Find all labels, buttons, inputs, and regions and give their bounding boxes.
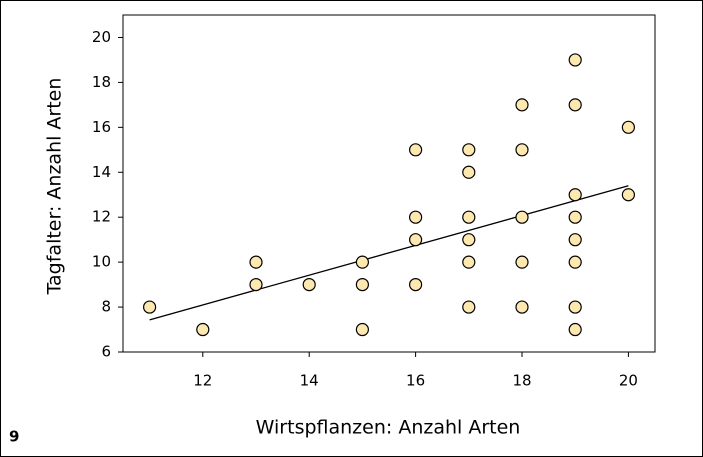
y-tick-label: 6 [101,343,111,361]
point [621,120,636,134]
x-tick-label: 14 [300,372,319,390]
point [515,143,529,157]
y-tick-label: 18 [92,73,111,91]
point [355,255,369,269]
point [515,300,529,314]
point [196,322,210,337]
point [462,300,476,314]
y-axis-label: Tagfalter: Anzahl Arten [44,78,66,296]
point [409,278,423,292]
point [249,255,263,269]
x-tick-label: 18 [512,372,531,390]
point [568,210,582,224]
y-tick-label: 20 [92,28,111,46]
point [515,98,529,112]
point [409,233,423,247]
point [621,188,636,202]
point [302,278,316,292]
plot-area [122,14,656,353]
trend-line [149,185,629,321]
point [462,165,476,179]
point [409,210,423,224]
panel-label: 9 [9,428,19,446]
point [568,188,582,202]
y-tick-label: 8 [101,298,111,316]
point [462,255,476,269]
x-tick-label: 12 [193,372,212,390]
point [462,233,476,247]
x-axis-label: Wirtspflanzen: Anzahl Arten [256,417,521,439]
point [249,278,263,292]
point [568,322,582,337]
x-tick-label: 16 [406,372,425,390]
point [568,300,582,314]
point [515,210,529,224]
point [462,210,476,224]
point [568,53,582,67]
y-tick-label: 16 [92,118,111,136]
y-tick-label: 10 [92,253,111,271]
point [355,278,369,292]
point [515,255,529,269]
point [568,98,582,112]
y-tick-label: 12 [92,208,111,226]
point [355,322,369,337]
point [568,255,582,269]
x-tick-label: 20 [619,372,638,390]
point [568,233,582,247]
point [462,143,476,157]
point [143,300,157,314]
y-tick-label: 14 [92,163,111,181]
point [409,143,423,157]
